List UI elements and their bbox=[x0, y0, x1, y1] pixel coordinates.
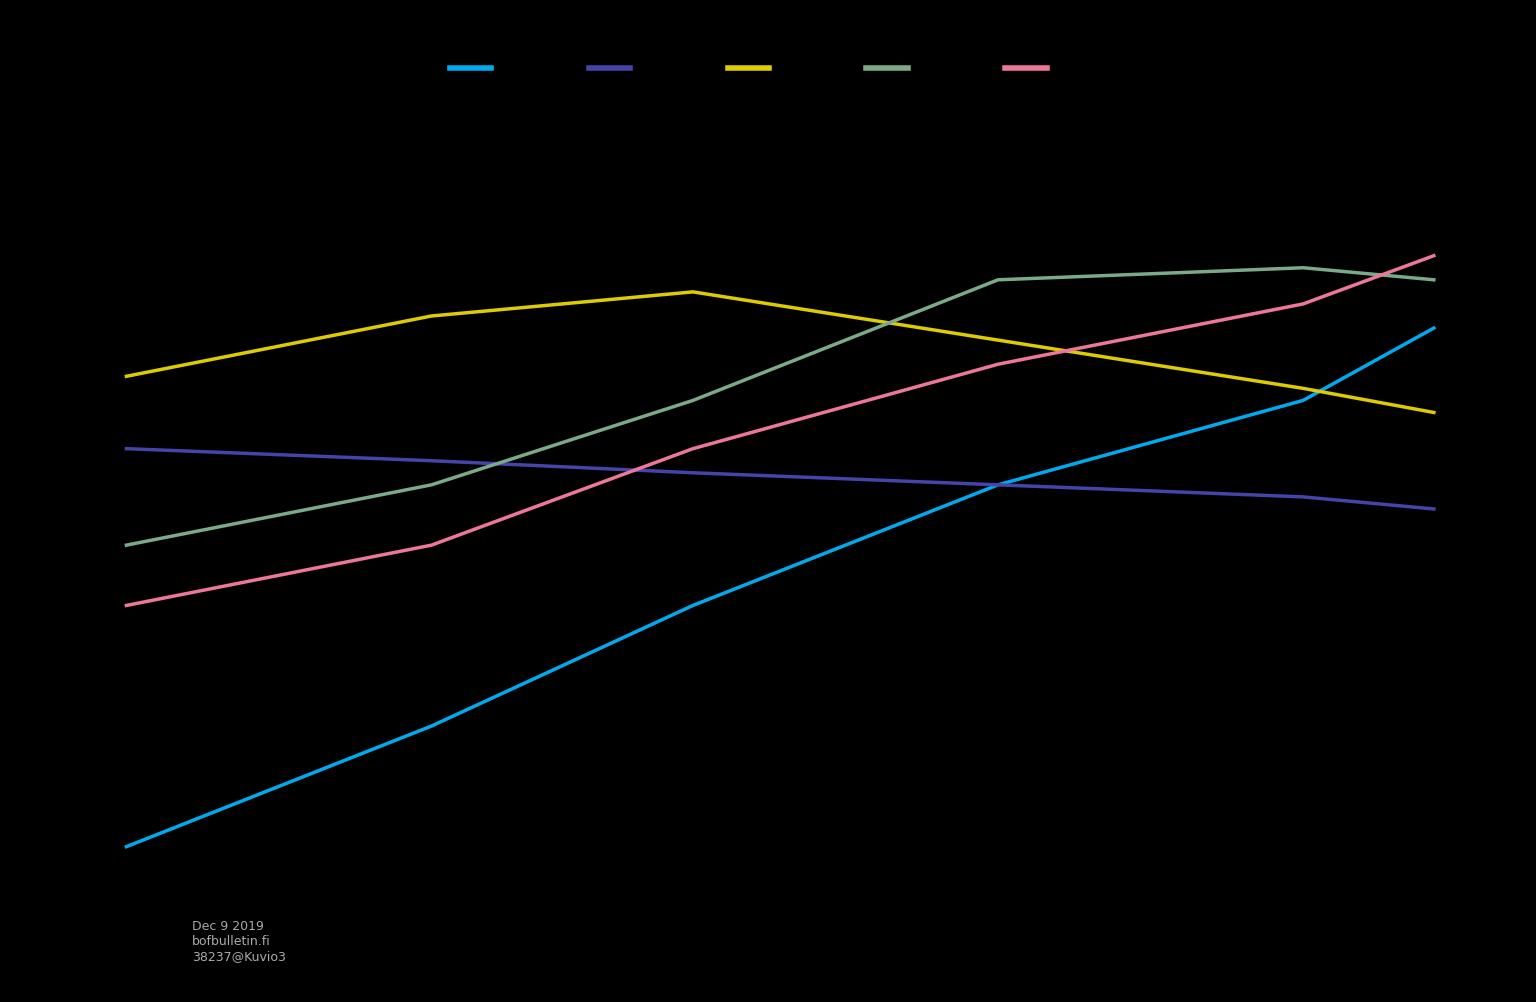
Text: Dec 9 2019
bofbulletin.fi
38237@Kuvio3: Dec 9 2019 bofbulletin.fi 38237@Kuvio3 bbox=[192, 919, 286, 962]
Legend: 25–29, 30–34, 40–44, 45–49, 55–59: 25–29, 30–34, 40–44, 45–49, 55–59 bbox=[442, 54, 1117, 85]
